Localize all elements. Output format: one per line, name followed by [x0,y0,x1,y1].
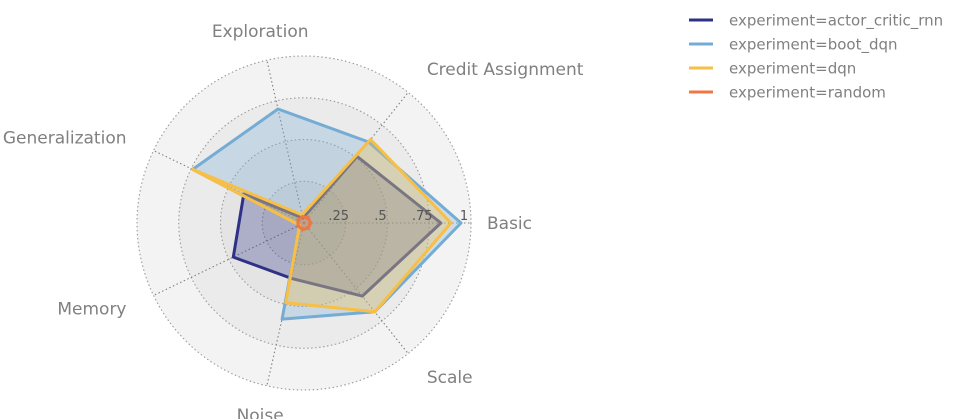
grid-circle [219,138,389,308]
series-layer [191,107,463,321]
legend-label: experiment=dqn [729,60,856,78]
axis-label: Memory [57,299,126,319]
grid-circle [261,180,347,266]
series-line [191,137,453,314]
radial-tick-label: .5 [374,209,386,224]
radial-tick-label: 1 [460,209,468,224]
axis-label: Credit Assignment [427,60,584,80]
series-line [231,154,443,298]
legend-label: experiment=boot_dqn [729,36,898,55]
radial-tick-label: .25 [328,209,349,224]
axis-label: Scale [427,368,473,388]
series-fill [192,109,461,320]
axis-labels: Basic Credit Assignment Exploration General… [3,22,584,419]
axis-label: Generalization [3,129,127,149]
legend: experiment=actor_critic_rnn experiment=bo… [689,12,943,102]
radial-tick-labels: .25 .5 .75 1 [328,209,468,224]
axis-label: Noise [237,406,284,419]
series-fill [192,139,451,312]
legend-label: experiment=random [729,84,886,102]
series-line [296,215,313,231]
axis-label: Basic [487,214,532,234]
grid-circle [136,55,472,391]
series-fill [233,156,441,297]
axis-label: Exploration [212,22,309,42]
radial-grid [136,55,472,391]
legend-label: experiment=actor_critic_rnn [729,12,943,31]
radial-tick-label: .75 [412,209,433,224]
